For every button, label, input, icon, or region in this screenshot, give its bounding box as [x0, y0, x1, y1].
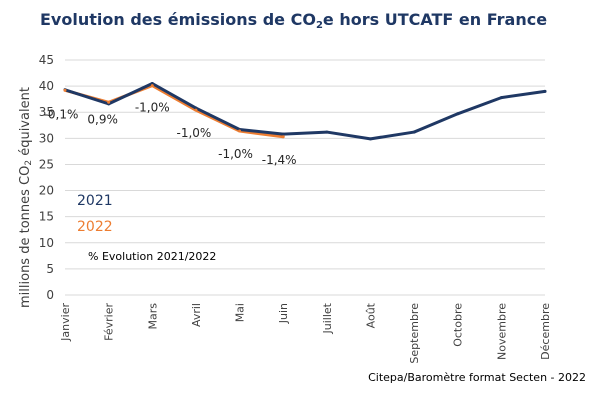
x-tick-label: Avril [190, 303, 203, 327]
evolution-label: -1,0% [176, 126, 211, 140]
data-point-2021 [281, 132, 285, 136]
y-tick-label: 40 [39, 79, 54, 93]
y-tick-label: 45 [39, 53, 54, 67]
x-tick-label: Juin [277, 303, 290, 324]
y-tick-label: 10 [39, 236, 54, 250]
x-tick-label: Octobre [452, 303, 465, 347]
evolution-label: -0,1% [44, 107, 79, 121]
evolution-label: 0,9% [87, 112, 118, 126]
y-tick-label: 5 [46, 262, 54, 276]
x-tick-label: Décembre [539, 303, 552, 360]
legend-2021: 2021 [77, 193, 113, 209]
series-2021-line [63, 82, 547, 141]
legend-note: % Evolution 2021/2022 [88, 250, 217, 263]
data-point-2021 [150, 82, 154, 85]
data-point-2021 [325, 130, 329, 134]
data-point-2021 [194, 106, 198, 110]
x-tick-label: Novembre [495, 303, 508, 360]
x-tick-label: Juillet [321, 302, 334, 334]
data-point-2022 [238, 129, 242, 133]
y-tick-label: 30 [39, 131, 54, 145]
data-point-2022 [194, 108, 198, 112]
x-tick-label: Janvier [59, 303, 72, 342]
source-note: Citepa/Baromètre format Secten - 2022 [368, 371, 586, 384]
evolution-label: -1,4% [262, 153, 297, 167]
y-tick-label: 25 [39, 157, 54, 171]
y-tick-label: 0 [46, 288, 54, 302]
data-point-2021 [499, 96, 503, 100]
y-tick-label: 20 [39, 184, 54, 198]
data-point-2021 [543, 89, 547, 93]
x-tick-label: Février [103, 303, 116, 341]
chart-title: Evolution des émissions de CO2e hors UTC… [40, 10, 548, 31]
x-tick-label: Mars [146, 303, 159, 330]
x-tick-label: Septembre [408, 303, 421, 364]
evolution-label: -1,0% [218, 147, 253, 161]
y-tick-label: 15 [39, 210, 54, 224]
data-point-2022 [107, 100, 111, 104]
legend-2022: 2022 [77, 219, 113, 235]
data-point-2021 [456, 112, 460, 116]
data-point-2022 [150, 84, 154, 88]
y-axis-label: millions de tonnes CO2 équivalent [18, 87, 34, 308]
x-tick-label: Mai [234, 303, 247, 322]
data-point-2022 [63, 88, 67, 92]
evolution-label: -1,0% [135, 101, 170, 115]
data-point-2021 [412, 130, 416, 134]
data-point-2022 [281, 135, 285, 139]
series-2022-line [63, 84, 285, 139]
y-tick-label: 35 [39, 105, 54, 119]
x-tick-label: Août [364, 302, 377, 328]
data-point-2021 [368, 137, 372, 141]
